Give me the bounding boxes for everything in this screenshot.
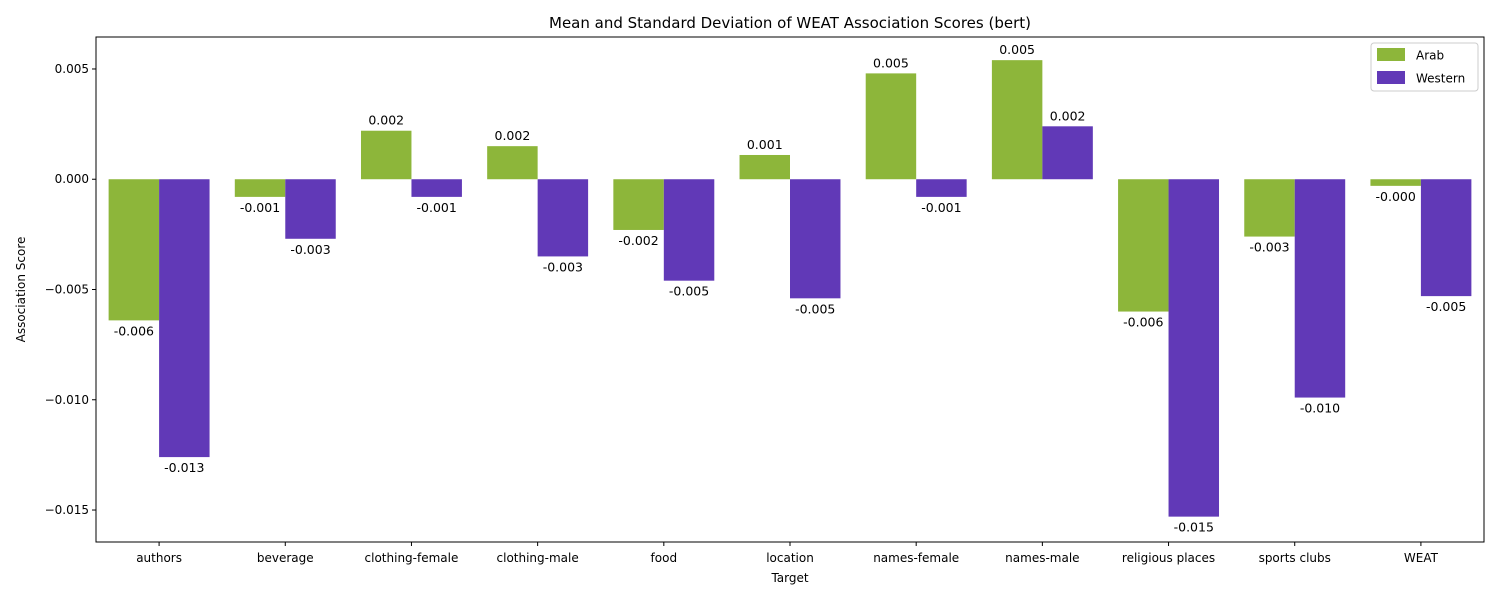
data-label-western: -0.005	[795, 301, 835, 316]
bar-arab	[360, 130, 412, 180]
x-tick-label: food	[651, 551, 678, 565]
legend-swatch-western	[1377, 71, 1405, 84]
x-tick-label: sports clubs	[1259, 551, 1331, 565]
y-tick-label: 0.000	[55, 172, 89, 186]
x-tick-label: clothing-male	[497, 551, 579, 565]
bar-western	[537, 179, 589, 257]
y-tick-label: 0.005	[55, 62, 89, 76]
legend-label-arab: Arab	[1416, 49, 1444, 63]
bar-arab	[1118, 179, 1169, 312]
bar-arab	[487, 146, 538, 180]
y-tick-label: −0.005	[45, 283, 89, 297]
data-label-arab: -0.006	[1123, 315, 1163, 330]
x-tick-label: WEAT	[1404, 551, 1439, 565]
bar-western	[285, 179, 336, 239]
data-label-arab: 0.005	[873, 55, 909, 70]
data-label-western: -0.001	[417, 200, 457, 215]
x-axis: authors beverage clothing-female clothing-m…	[136, 542, 1439, 565]
x-tick-label: location	[766, 551, 814, 565]
data-label-western: -0.015	[1174, 520, 1214, 535]
data-label-arab: -0.000	[1376, 189, 1416, 204]
bar-arab	[1244, 179, 1295, 237]
chart-title: Mean and Standard Deviation of WEAT Asso…	[549, 14, 1031, 32]
bar-western	[1168, 179, 1220, 517]
legend: Arab Western	[1370, 42, 1479, 92]
data-label-arab: -0.001	[240, 200, 280, 215]
bar-arab	[108, 179, 160, 321]
data-label-western: -0.013	[164, 460, 204, 475]
bar-arab	[991, 60, 1043, 180]
x-tick-label: names-male	[1005, 551, 1079, 565]
bar-arab	[1370, 179, 1421, 186]
y-tick-label: −0.010	[45, 393, 89, 407]
legend-swatch-arab	[1377, 48, 1405, 61]
data-label-arab: 0.001	[747, 137, 783, 152]
bar-western	[1042, 126, 1093, 180]
bar-western	[1294, 179, 1346, 398]
y-axis-label: Association Score	[14, 237, 28, 343]
bar-arab	[865, 73, 917, 180]
x-tick-label: religious places	[1122, 551, 1215, 565]
x-axis-label: Target	[770, 571, 808, 585]
legend-label-western: Western	[1416, 72, 1465, 86]
bar-arab	[613, 179, 664, 230]
bar-arab	[234, 179, 286, 197]
data-label-arab: 0.002	[495, 128, 531, 143]
data-label-arab: -0.006	[114, 323, 154, 338]
bar-western	[159, 179, 210, 458]
x-tick-label: clothing-female	[365, 551, 459, 565]
bar-western	[790, 179, 841, 299]
data-label-arab: 0.002	[368, 113, 404, 128]
data-label-western: -0.001	[921, 200, 961, 215]
data-label-western: -0.003	[543, 259, 583, 274]
x-tick-label: beverage	[257, 551, 314, 565]
bar-western	[411, 179, 462, 197]
x-tick-label: authors	[136, 551, 182, 565]
y-axis: 0.005 0.000 −0.005 −0.010 −0.015	[45, 62, 96, 517]
bar-western	[663, 179, 715, 281]
data-label-arab: 0.005	[999, 42, 1035, 57]
bars-layer: -0.006 -0.001 0.002 0.002 -0.002 0.001 0.005 0.…	[108, 42, 1472, 535]
data-label-arab: -0.002	[618, 233, 658, 248]
data-label-western: -0.005	[1426, 299, 1466, 314]
data-label-arab: -0.003	[1249, 240, 1289, 255]
bar-western	[916, 179, 967, 197]
data-label-western: -0.005	[669, 284, 709, 299]
bar-western	[1420, 179, 1472, 297]
data-label-western: -0.010	[1300, 401, 1340, 416]
y-tick-label: −0.015	[45, 503, 89, 517]
data-label-western: -0.003	[290, 242, 330, 257]
data-label-western: 0.002	[1050, 108, 1086, 123]
bar-arab	[739, 154, 790, 180]
x-tick-label: names-female	[873, 551, 959, 565]
